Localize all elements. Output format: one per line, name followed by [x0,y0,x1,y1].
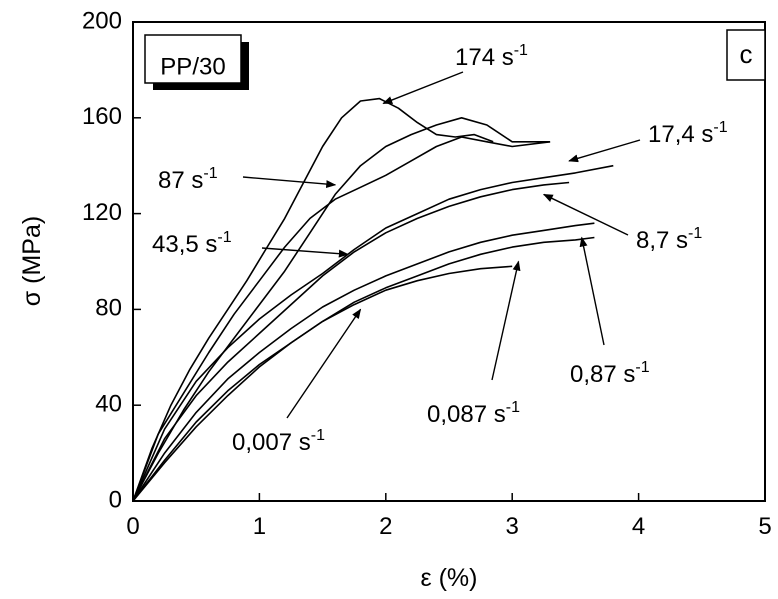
annotation-arrow [261,247,349,258]
x-tick-label: 5 [758,513,771,540]
annotation-label-0-087-s: 0,087 s-1 [427,399,520,428]
labels-layer: 174 s-1 87 s-1 43,5 s-1 17,4 s-1 8,7 s-1 0,87… [152,42,728,456]
series-line-8-7-s-1 [132,181,570,502]
series-line-0-87-s-1 [132,222,595,502]
x-tick-label: 1 [253,513,266,540]
annotation-label-43-5-s: 43,5 s-1 [152,229,232,258]
plot-frame [132,21,766,502]
series-line-0-087-s-1 [132,236,595,502]
arrows-layer [242,71,641,419]
series-line-0-007-s-1 [132,265,513,502]
x-tick-label: 2 [379,513,392,540]
y-tick-label: 80 [95,295,122,322]
material-label: PP/30 [160,53,225,80]
x-tick-label: 0 [126,513,139,540]
annotation-label-17-4-s: 17,4 s-1 [648,119,728,148]
series-layer [132,97,614,502]
y-tick-label: 200 [82,7,122,34]
y-axis-title: σ (MPa) [18,216,46,306]
ticks-layer: 0 1 2 3 4 5 0 40 80 120 160 200 [82,7,772,540]
annotation-arrow [242,176,337,189]
y-tick-label: 40 [95,391,122,418]
series-line-174-s-1 [132,97,494,502]
annotation-arrow [568,139,641,163]
series-line-43-5-s-1 [132,136,551,502]
y-tick-label: 0 [109,486,122,513]
panel-label: c [740,39,753,69]
annotation-arrow [286,308,362,419]
annotation-label-8-7-s: 8,7 s-1 [636,225,702,254]
annotation-label-174-s: 174 s-1 [455,42,528,71]
y-tick-label: 120 [82,199,122,226]
annotation-arrow [382,71,464,105]
panel-label-box: c [726,29,766,81]
material-label-box: PP/30 [144,34,249,90]
annotation-label-87-s: 87 s-1 [158,165,218,194]
annotation-arrow [491,260,521,381]
x-tick-label: 4 [632,513,645,540]
x-tick-label: 3 [506,513,519,540]
x-axis-title: ε (%) [421,564,478,592]
annotation-label-0-007-s: 0,007 s-1 [232,427,325,456]
annotation-arrow [542,193,629,236]
series-line-17-4-s-1 [132,164,614,502]
annotation-arrow [579,236,605,346]
y-tick-label: 160 [82,103,122,130]
series-line-87-s-1 [132,117,551,502]
annotation-label-0-87-s: 0,87 s-1 [570,359,650,388]
